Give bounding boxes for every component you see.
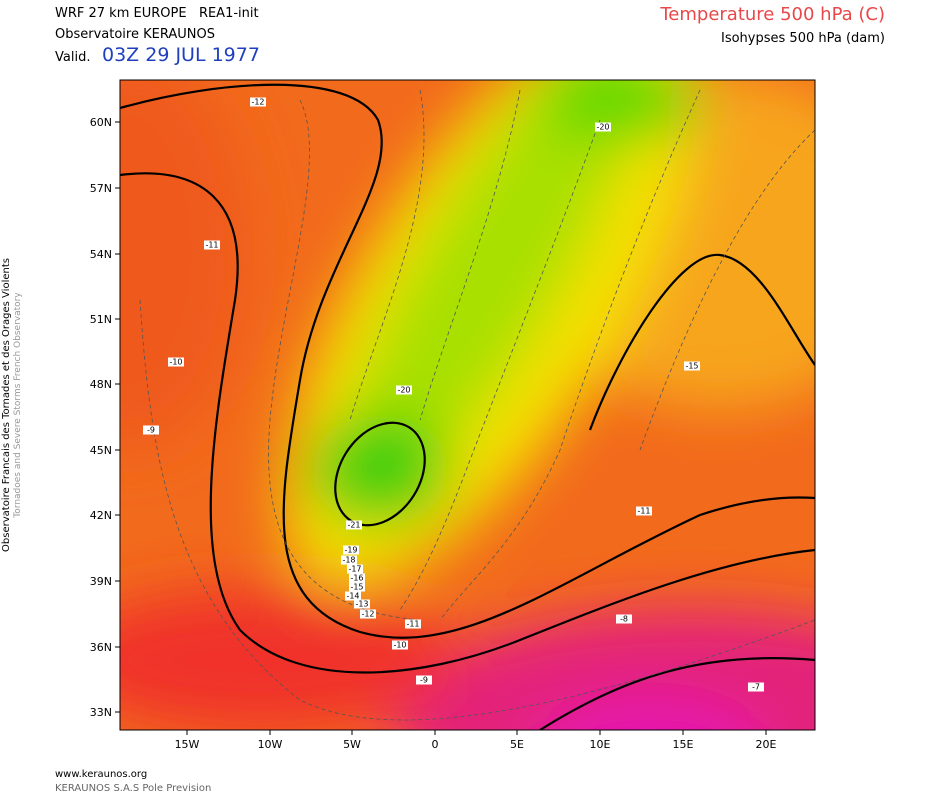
lat-label: 57N (90, 182, 112, 195)
side-text: Observatoire Francais des Tornades et de… (1, 258, 12, 552)
organization: Observatoire KERAUNOS (55, 27, 215, 42)
contour-label-box (595, 122, 611, 132)
field-title: Temperature 500 hPa (C) (659, 4, 885, 25)
contour-label: -17 (348, 565, 361, 574)
contour-label: -15 (685, 362, 698, 371)
contour-label: -20 (596, 123, 609, 132)
contour-label: -12 (361, 610, 374, 619)
contour-label-box (349, 582, 365, 592)
website: www.keraunos.org (55, 769, 147, 780)
contour-label: -19 (344, 546, 357, 555)
contour-label: -10 (169, 358, 182, 367)
contour-label: -9 (420, 676, 428, 685)
lat-label: 36N (90, 641, 112, 654)
contour-label-box (748, 682, 764, 692)
contour-label: -10 (393, 641, 406, 650)
contour-label-box (684, 361, 700, 371)
lat-label: 54N (90, 248, 112, 261)
lat-label: 51N (90, 313, 112, 326)
contour-label-box (416, 675, 432, 685)
contour-label: -11 (406, 620, 419, 629)
contour-label-box (360, 609, 376, 619)
contour-label: -9 (147, 426, 155, 435)
contour-label: -11 (637, 507, 650, 516)
lon-label: 10W (258, 738, 283, 751)
contour-label: -13 (355, 600, 368, 609)
lon-label: 5W (343, 738, 361, 751)
contour-label: -14 (346, 592, 359, 601)
contour-label: -20 (397, 386, 410, 395)
contour-label-box (349, 573, 365, 583)
contour-label-box (405, 619, 421, 629)
contour-label: -21 (347, 521, 360, 530)
contour-label: -15 (350, 583, 363, 592)
contour-label-box (143, 425, 159, 435)
valid-time: 03Z 29 JUL 1977 (102, 44, 260, 66)
valid-prefix: Valid. (55, 50, 90, 65)
model-title: WRF 27 km EUROPE REA1-init (55, 6, 259, 21)
contour-label-box (354, 599, 370, 609)
contour-label-box (343, 545, 359, 555)
lat-label: 39N (90, 575, 112, 588)
lon-label: 20E (756, 738, 777, 751)
contour-label-box (347, 564, 363, 574)
contour-label-box (396, 385, 412, 395)
contour-label-box (345, 591, 361, 601)
lat-label: 42N (90, 509, 112, 522)
lat-label: 45N (90, 444, 112, 457)
contour-label: -8 (620, 615, 628, 624)
contour-label-box (168, 357, 184, 367)
contour-label-box (616, 614, 632, 624)
map-field (120, 80, 815, 730)
labels: 60N 57N 54N 51N 48N 45N 42N 39N 36N 33N 15W 10W 5W 0 5… (90, 97, 777, 751)
contour-label: -7 (752, 683, 760, 692)
contour-label-box (341, 555, 357, 565)
contour-label: -18 (342, 556, 355, 565)
company: KERAUNOS S.A.S Pole Prevision (55, 783, 211, 794)
lon-label: 10E (590, 738, 611, 751)
contour-label: -16 (350, 574, 363, 583)
lon-label: 15W (175, 738, 200, 751)
lat-label: 48N (90, 378, 112, 391)
lon-label: 15E (673, 738, 694, 751)
contour-title: Isohypses 500 hPa (dam) (721, 31, 885, 46)
contour-label-box (346, 520, 362, 530)
contour-label-box (204, 240, 220, 250)
lat-label: 60N (90, 116, 112, 129)
lon-label: 5E (510, 738, 524, 751)
contour-label: -12 (251, 98, 264, 107)
contour-label-box (636, 506, 652, 516)
lat-label: 33N (90, 706, 112, 719)
contour-label-box (250, 97, 266, 107)
side-text: Tornadoes and Severe Storms French Obser… (13, 292, 23, 519)
map-frame (119, 79, 816, 731)
contour-label-box (392, 640, 408, 650)
lon-label: 0 (432, 738, 439, 751)
contour-label: -11 (205, 241, 218, 250)
